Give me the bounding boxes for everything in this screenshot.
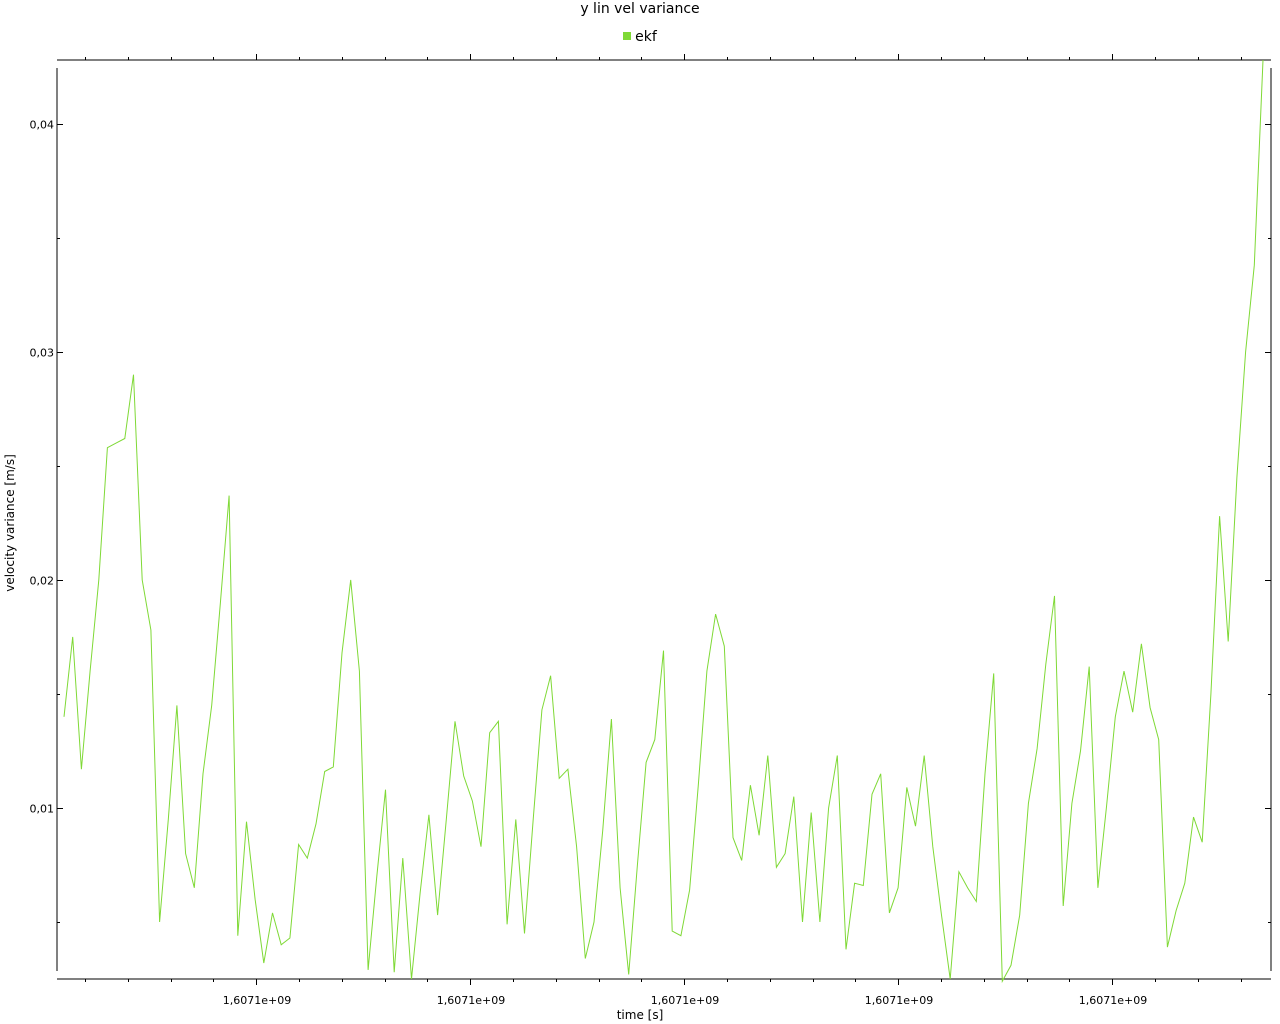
y-tick-label: 0,02	[30, 575, 55, 588]
ticks: 0,01 0,02 0,03 0,04 1,6071e+09 1,6071e+09 1,60…	[30, 54, 1271, 1007]
x-axis-label: time [s]	[616, 1008, 664, 1022]
chart-title: y lin vel variance	[580, 1, 700, 17]
x-tick-label: 1,6071e+09	[1079, 994, 1147, 1007]
x-tick-label: 1,6071e+09	[865, 994, 933, 1007]
y-tick-label: 0,01	[30, 803, 55, 816]
legend-swatch-ekf	[623, 32, 632, 40]
axes	[56, 59, 1272, 980]
x-tick-label: 1,6071e+09	[651, 994, 719, 1007]
series-layer	[63, 59, 1264, 984]
series-line-ekf	[63, 59, 1264, 984]
y-tick-label: 0,03	[30, 347, 55, 360]
legend: ekf	[0, 29, 1280, 45]
y-tick-label: 0,04	[30, 119, 55, 132]
x-tick-label: 1,6071e+09	[437, 994, 505, 1007]
y-axis-label: velocity variance [m/s]	[3, 454, 17, 592]
legend-label-ekf: ekf	[635, 29, 657, 45]
x-tick-label: 1,6071e+09	[223, 994, 291, 1007]
